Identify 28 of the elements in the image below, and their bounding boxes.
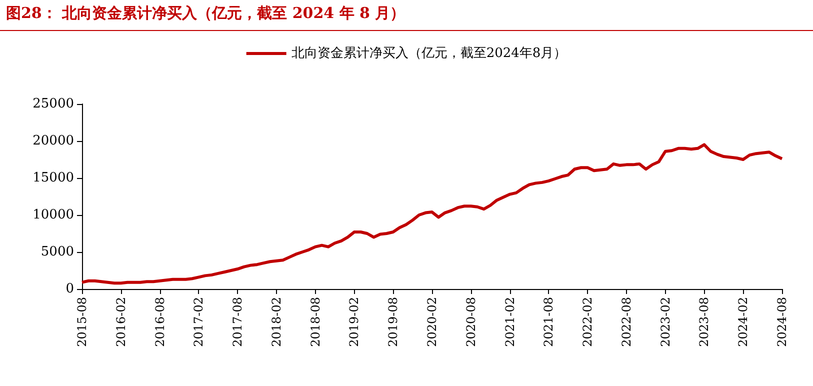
- x-tick-label: 2017-08: [230, 297, 245, 347]
- x-tick-label: 2016-02: [114, 297, 128, 347]
- x-tick-label: 2021-08: [542, 297, 556, 347]
- x-tick-label: 2024-02: [736, 297, 750, 347]
- x-tick-label: 2015-08: [75, 297, 89, 347]
- legend-label: 北向资金累计净买入（亿元，截至2024年8月）: [291, 46, 567, 61]
- x-tick-label: 2020-02: [425, 297, 439, 347]
- y-tick-label: 15000: [32, 170, 74, 186]
- line-series: [80, 143, 784, 285]
- x-tick-label: 2024-08: [775, 297, 789, 347]
- x-tick-label: 2022-08: [619, 297, 634, 347]
- x-tick-label: 2019-02: [347, 297, 362, 347]
- x-tick-label: 2020-08: [464, 297, 478, 347]
- y-tick-label: 10000: [32, 208, 74, 222]
- x-tick-label: 2018-02: [269, 297, 284, 347]
- x-tick-label: 2023-02: [658, 297, 672, 347]
- x-tick-label: 2017-02: [192, 297, 206, 347]
- x-tick-label: 2018-08: [308, 297, 322, 347]
- x-tick-label: 2021-02: [502, 297, 517, 347]
- chart-title: 图28： 北向资金累计净买入（亿元，截至 2024 年 8 月）: [6, 4, 406, 23]
- y-tick-label: 20000: [32, 134, 74, 148]
- y-tick-label: 5000: [40, 244, 74, 260]
- y-tick-label: 0: [66, 282, 74, 296]
- x-tick-label: 2022-02: [580, 297, 595, 347]
- y-tick-label: 25000: [32, 96, 74, 112]
- x-tick-label: 2019-08: [386, 297, 400, 347]
- x-tick-label: 2023-08: [697, 297, 712, 347]
- x-tick-label: 2016-08: [152, 297, 167, 347]
